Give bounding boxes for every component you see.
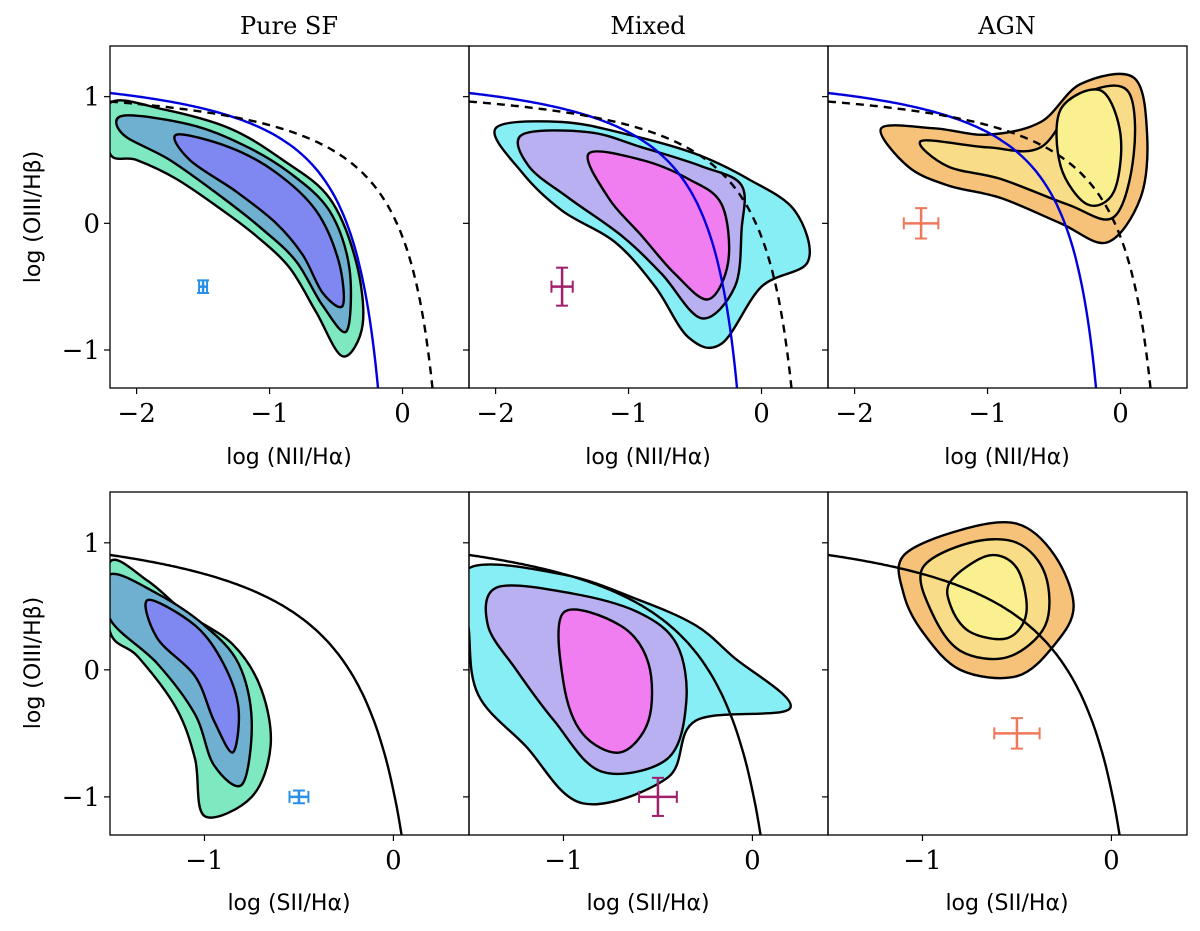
demarcation-kewley01_sii [110,553,403,835]
density-level-3 [145,599,239,753]
col-title-mixed: Mixed [610,12,685,40]
contour-level-3 [173,133,346,309]
density-level-1 [110,100,364,357]
x-tick-label: −2 [117,399,155,429]
density-level-3 [1056,89,1122,206]
x-tick-label: −1 [544,846,582,876]
demarcation-kewley01_sii [828,553,1121,835]
y-tick-label: −1 [62,783,100,813]
demarcation-kewley01 [828,100,1152,388]
x-tick-label: 0 [1103,846,1120,876]
density-level-3 [587,151,730,300]
errorbar-top-middle [550,266,574,307]
x-tick-label: 0 [394,399,411,429]
x-tick-label: 0 [753,399,770,429]
contour-level-2 [516,129,746,320]
xlabel-top-left: log (NII/Hα) [226,445,352,470]
errorbar-bottom-middle [638,776,678,817]
x-tick-label: −1 [903,846,941,876]
panel-bottom-right [828,521,1121,835]
contour-level-2 [918,84,1137,221]
panel-top-left [110,91,434,388]
x-tick-label: −1 [968,399,1006,429]
errorbar-top-right [902,207,940,240]
contour-level-2 [115,114,353,334]
xlabel-bottom-right: log (SII/Hα) [945,891,1068,916]
contour-level-2 [110,572,253,788]
frame-bottom-right [827,491,1188,836]
panel-bottom-middle [469,553,792,835]
demarcation-kauffmann03 [828,91,1098,388]
errorbar-top-left [197,279,210,294]
contour-level-3 [586,150,731,301]
x-tick-label: 0 [1112,399,1129,429]
x-tick-label: −1 [185,846,223,876]
density-level-2 [110,573,252,786]
demarcation-kewley01_sii [469,553,762,835]
density-level-3 [558,609,653,753]
panel-bottom-left [110,553,403,835]
panel-top-right [828,72,1152,388]
contour-level-1 [469,563,792,806]
x-tick-label: −1 [250,399,288,429]
contour-level-1 [897,521,1075,680]
x-tick-label: −2 [835,399,873,429]
contour-level-3 [946,553,1028,641]
y-tick-label: 1 [83,83,100,113]
ylabel-bottom: log (OIII/Hβ) [21,597,46,729]
panels: −2 −1 0 −1 0 1 −2 −1 0 −2 −1 0 −1 0 −1 0 1 −1 0 −1 0 [62,45,1188,876]
contour-level-2 [484,584,688,775]
frame-top-right [827,45,1188,389]
contour-level-1 [110,99,365,358]
contour-level-3 [144,598,241,754]
x-tick-label: −2 [476,399,514,429]
xlabel-bottom-middle: log (SII/Hα) [586,891,709,916]
xlabel-top-right: log (NII/Hα) [944,445,1070,470]
xlabel-top-middle: log (NII/Hα) [585,445,711,470]
errorbar-bottom-right [993,717,1041,750]
y-tick-label: −1 [62,336,100,366]
demarcation-kewley01 [469,100,793,388]
contour-level-1 [879,72,1149,245]
col-title-agn: AGN [977,12,1036,40]
demarcation-kauffmann03 [469,91,739,388]
x-tick-label: −1 [609,399,647,429]
xlabel-bottom-left: log (SII/Hα) [227,891,350,916]
panel-top-middle [469,91,811,388]
demarcation-kauffmann03 [110,91,380,388]
errorbar-bottom-left [288,789,310,805]
y-tick-label: 0 [83,656,100,686]
ylabel-top: log (OIII/Hβ) [21,151,46,283]
contour-level-3 [557,608,654,754]
demarcation-kewley01 [110,100,434,388]
contour-level-3 [1055,88,1123,207]
y-tick-label: 0 [83,209,100,239]
x-tick-label: 0 [385,846,402,876]
y-tick-label: 1 [83,529,100,559]
col-title-pure-sf: Pure SF [240,12,338,40]
x-tick-label: 0 [744,846,761,876]
contour-level-2 [919,538,1051,661]
